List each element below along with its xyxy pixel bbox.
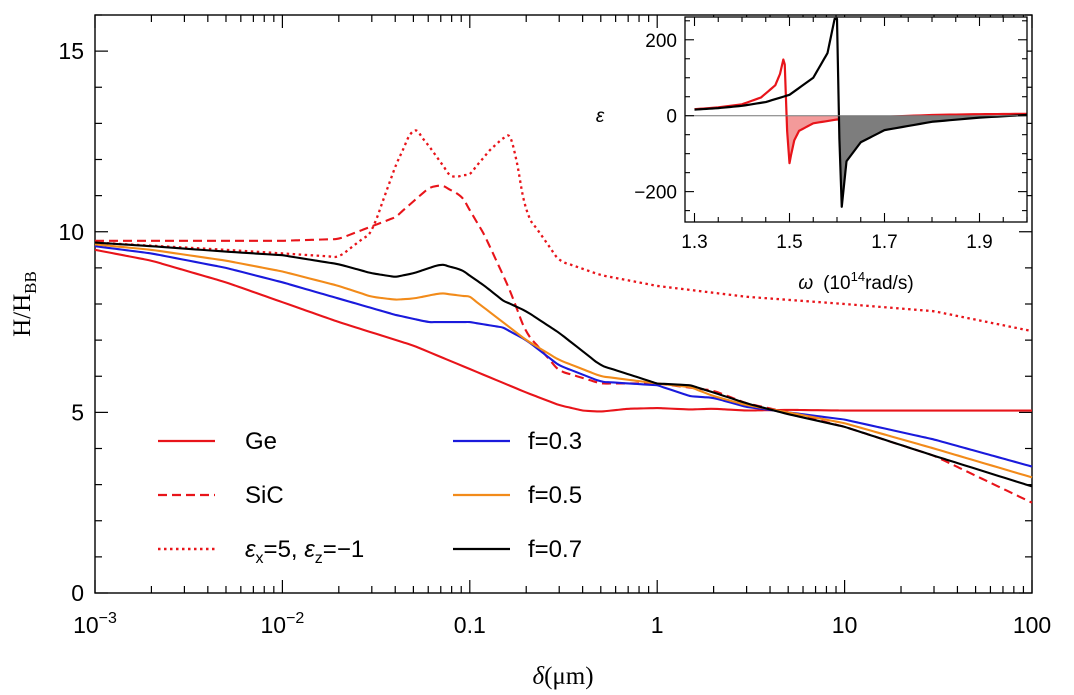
x-tick-label: 100 (1013, 612, 1051, 638)
legend-eps-z-symbol: ε (304, 536, 315, 563)
series-line-f03 (94, 245, 1033, 468)
inset-x-post: rad/s) (865, 273, 914, 294)
inset-plot: 1.3 1.5 1.7 1.9 200 0 −200 ω (1014rad/s) ε (596, 16, 1028, 294)
x-axis-title-unit: (μm) (544, 663, 594, 690)
y-tick-label: 0 (71, 580, 84, 606)
y-tick-label: 10 (58, 219, 84, 245)
series-line-f05 (94, 243, 1033, 479)
inset-x-tick-label: 1.7 (871, 232, 897, 253)
inset-x-tick-label: 1.3 (681, 232, 707, 253)
legend-label-f07: f=0.7 (528, 536, 582, 563)
legend: Ge SiC εx=5, εz=−1 f=0.3 f=0.5 f=0.7 (158, 428, 582, 567)
x-tick-label-base: 10 (73, 612, 99, 638)
legend-eps-x-value: =5, (264, 536, 305, 563)
inset-x-tick-label: 1.5 (776, 232, 802, 253)
legend-label-hyperbolic: εx=5, εz=−1 (245, 536, 364, 567)
y-tick-label: 15 (58, 38, 84, 64)
x-tick-label: 1 (651, 612, 664, 638)
inset-y-tick-label: −200 (634, 183, 677, 204)
x-tick-label: 0.1 (454, 612, 486, 638)
legend-eps-z-sub: z (315, 550, 323, 567)
main-series (94, 129, 1033, 504)
inset-frame (684, 16, 1028, 223)
x-tick-label-exp: −3 (99, 610, 117, 627)
inset-x-symbol: ω (798, 273, 813, 294)
y-tick-label: 5 (71, 399, 84, 425)
inset-fill-eps-sic (786, 115, 909, 164)
inset-line-eps-ge (694, 17, 1028, 208)
x-tick-label-base: 10 (260, 612, 286, 638)
x-axis-title-symbol: δ (532, 663, 544, 690)
series-line-hyp (94, 129, 1033, 333)
y-axis-title-sub: BB (21, 271, 40, 294)
inset-y-axis-title: ε (596, 106, 605, 127)
y-axis-title: H/HBB (9, 271, 40, 337)
y-axis-title-main: H/H (9, 294, 36, 337)
inset-x-sup: 14 (851, 269, 865, 284)
x-tick-label: 10−2 (260, 610, 304, 638)
inset-y-tick-label: 200 (645, 31, 677, 52)
legend-label-f05: f=0.5 (528, 482, 582, 509)
series-line-f07 (94, 241, 1033, 488)
legend-label-f03: f=0.3 (528, 428, 582, 455)
inset-tick-labels: 1.3 1.5 1.7 1.9 200 0 −200 (634, 31, 993, 253)
legend-eps-x-sub: x (256, 550, 264, 567)
x-axis-title: δ(μm) (532, 663, 593, 690)
inset-x-pre: (10 (823, 273, 850, 294)
legend-label-ge: Ge (245, 428, 277, 455)
series-line-Ge (94, 248, 1032, 413)
x-tick-label-exp: −2 (286, 610, 304, 627)
inset-ticks (685, 17, 1028, 222)
inset-x-tick-label: 1.9 (966, 232, 992, 253)
inset-fill-eps-ge (839, 115, 1010, 207)
inset-series (694, 17, 1028, 208)
legend-eps-x-symbol: ε (245, 536, 256, 563)
legend-eps-z-value: =−1 (323, 536, 364, 563)
x-tick-label: 10 (832, 612, 858, 638)
inset-x-axis-title: ω (1014rad/s) (798, 269, 913, 294)
inset-y-tick-label: 0 (666, 107, 677, 128)
x-tick-label: 10−3 (73, 610, 117, 638)
legend-label-sic: SiC (245, 482, 284, 509)
